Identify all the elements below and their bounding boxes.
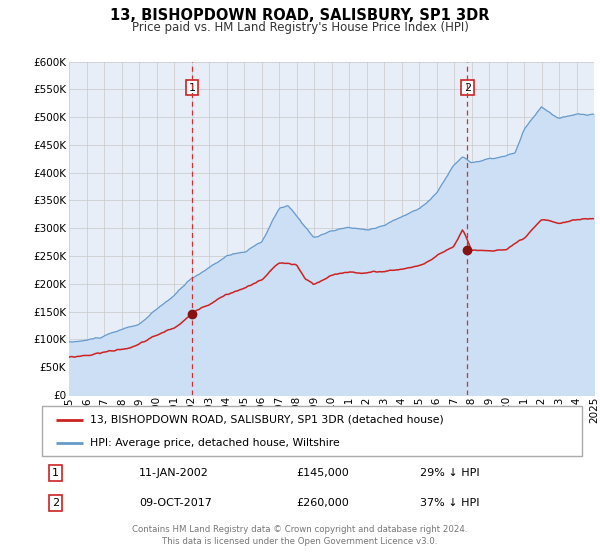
Text: Contains HM Land Registry data © Crown copyright and database right 2024.
This d: Contains HM Land Registry data © Crown c… xyxy=(132,525,468,546)
FancyBboxPatch shape xyxy=(42,406,582,456)
Text: 37% ↓ HPI: 37% ↓ HPI xyxy=(420,498,479,508)
Text: 2: 2 xyxy=(52,498,59,508)
Text: 29% ↓ HPI: 29% ↓ HPI xyxy=(420,468,479,478)
Text: 11-JAN-2002: 11-JAN-2002 xyxy=(139,468,209,478)
Text: 1: 1 xyxy=(188,83,196,93)
Text: 09-OCT-2017: 09-OCT-2017 xyxy=(139,498,212,508)
Text: 2: 2 xyxy=(464,83,471,93)
Text: Price paid vs. HM Land Registry's House Price Index (HPI): Price paid vs. HM Land Registry's House … xyxy=(131,21,469,34)
Text: 13, BISHOPDOWN ROAD, SALISBURY, SP1 3DR: 13, BISHOPDOWN ROAD, SALISBURY, SP1 3DR xyxy=(110,8,490,24)
Text: £145,000: £145,000 xyxy=(296,468,349,478)
Text: £260,000: £260,000 xyxy=(296,498,349,508)
Text: HPI: Average price, detached house, Wiltshire: HPI: Average price, detached house, Wilt… xyxy=(89,438,339,448)
Text: 1: 1 xyxy=(52,468,59,478)
Text: 13, BISHOPDOWN ROAD, SALISBURY, SP1 3DR (detached house): 13, BISHOPDOWN ROAD, SALISBURY, SP1 3DR … xyxy=(89,414,443,424)
